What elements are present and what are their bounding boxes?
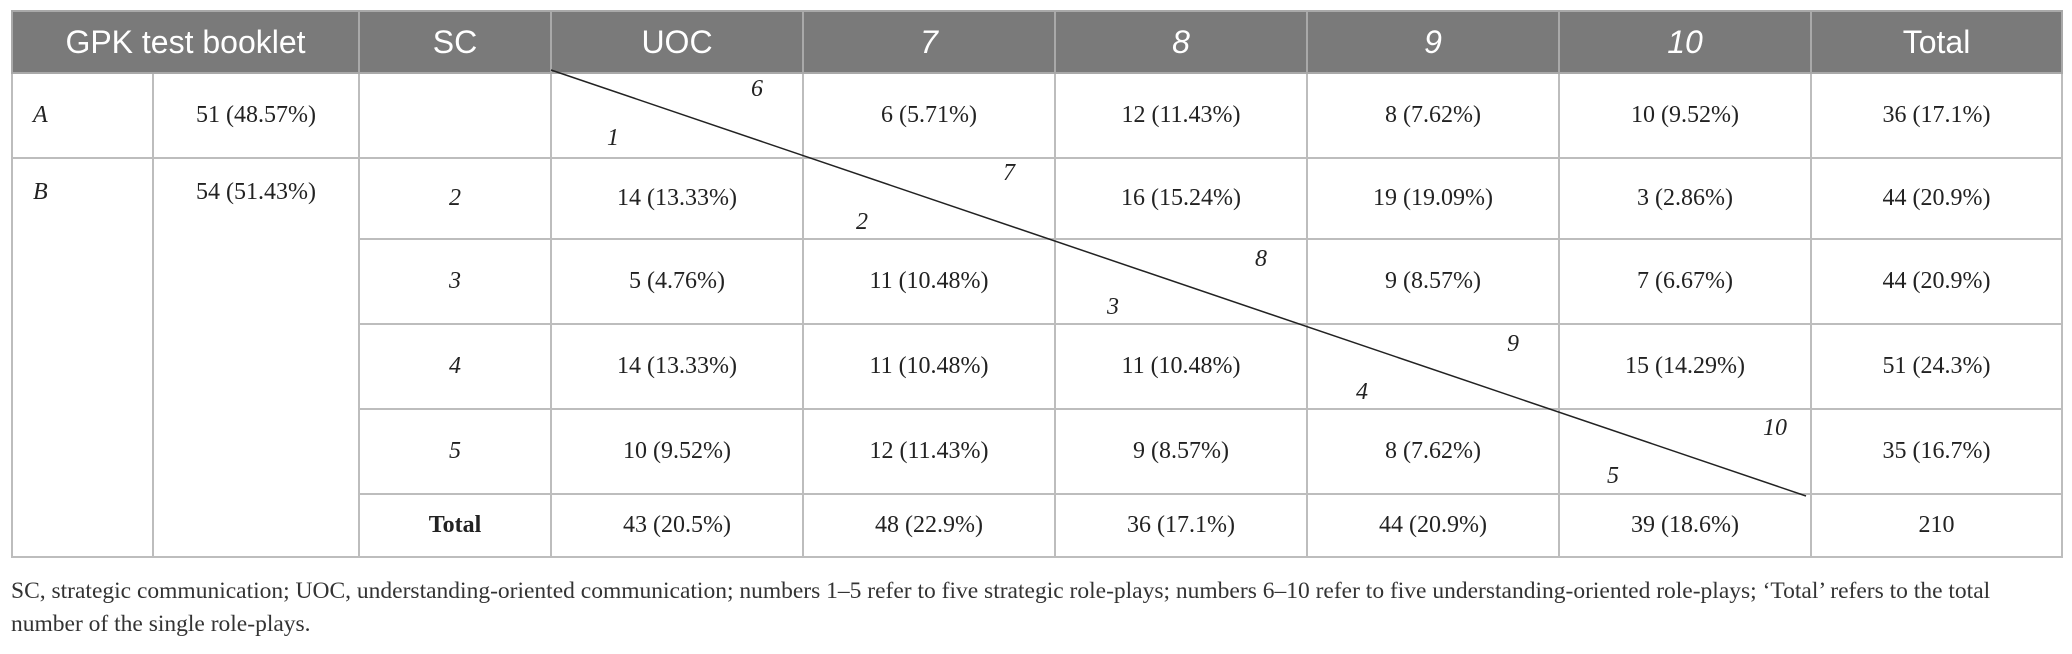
header-sc: SC [358,10,552,74]
table-row-sc-2: B 54 (51.43%) 2 14 (13.33%) 16 (15.24%) … [11,157,2063,240]
booklet-a-sc-cell [358,72,552,159]
table-row-total: Total 43 (20.5%) 48 (22.9%) 36 (17.1%) 4… [11,493,2063,558]
header-gpk-test-booklet: GPK test booklet [11,10,360,74]
table-row-sc-4: 4 14 (13.33%) 11 (10.48%) 11 (10.48%) 15… [11,323,2063,410]
booklet-a-count: 51 (48.57%) [152,72,360,159]
table-row-sc-5: 5 10 (9.52%) 12 (11.43%) 9 (8.57%) 8 (7.… [11,408,2063,495]
header-7: 7 [802,10,1056,74]
total-row-label: Total [358,493,552,558]
cell-3-9: 9 (8.57%) [1306,238,1560,325]
row-a-total: 36 (17.1%) [1810,72,2063,159]
cell-4-10: 15 (14.29%) [1558,323,1812,410]
header-10: 10 [1558,10,1812,74]
cell-a-7: 6 (5.71%) [802,72,1056,159]
grand-total: 210 [1810,493,2063,558]
cell-3-10: 7 (6.67%) [1558,238,1812,325]
header-9: 9 [1306,10,1560,74]
cell-5-uoc: 10 (9.52%) [550,408,804,495]
table-row-booklet-a: A 51 (48.57%) 6 (5.71%) 12 (11.43%) 8 (7… [11,72,2063,159]
row-4-total: 51 (24.3%) [1810,323,2063,410]
sc-label-2: 2 [358,157,552,240]
total-9: 44 (20.9%) [1306,493,1560,558]
booklet-b-count-continued [152,239,360,324]
booklet-b-count-continued [152,494,360,558]
total-8: 36 (17.1%) [1054,493,1308,558]
row-3-total: 44 (20.9%) [1810,238,2063,325]
results-table-wrapper: GPK test booklet SC UOC 7 8 9 10 Total A… [11,10,2063,558]
booklet-b-count-continued [152,409,360,494]
diagonal-cell-1-6 [550,72,804,159]
booklet-b-count: 54 (51.43%) [152,157,360,239]
cell-a-10: 10 (9.52%) [1558,72,1812,159]
cell-4-7: 11 (10.48%) [802,323,1056,410]
cell-3-7: 11 (10.48%) [802,238,1056,325]
cell-4-8: 11 (10.48%) [1054,323,1308,410]
diagonal-cell-2-7 [802,157,1056,240]
diagonal-cell-4-9 [1306,323,1560,410]
total-uoc: 43 (20.5%) [550,493,804,558]
booklet-b-continued [11,409,154,494]
sc-label-4: 4 [358,323,552,410]
cell-5-9: 8 (7.62%) [1306,408,1560,495]
cell-2-8: 16 (15.24%) [1054,157,1308,240]
sc-label-3: 3 [358,238,552,325]
header-row: GPK test booklet SC UOC 7 8 9 10 Total [11,10,2063,74]
diagonal-cell-5-10 [1558,408,1812,495]
cell-4-uoc: 14 (13.33%) [550,323,804,410]
row-2-total: 44 (20.9%) [1810,157,2063,240]
booklet-b-continued [11,324,154,409]
cell-3-uoc: 5 (4.76%) [550,238,804,325]
cell-a-8: 12 (11.43%) [1054,72,1308,159]
header-8: 8 [1054,10,1308,74]
header-total: Total [1810,10,2063,74]
total-7: 48 (22.9%) [802,493,1056,558]
header-uoc: UOC [550,10,804,74]
cell-2-9: 19 (19.09%) [1306,157,1560,240]
cell-2-10: 3 (2.86%) [1558,157,1812,240]
sc-label-5: 5 [358,408,552,495]
booklet-b-continued [11,239,154,324]
table-row-sc-3: 3 5 (4.76%) 11 (10.48%) 9 (8.57%) 7 (6.6… [11,238,2063,325]
booklet-b-count-continued [152,324,360,409]
cell-a-9: 8 (7.62%) [1306,72,1560,159]
role-play-distribution-table: GPK test booklet SC UOC 7 8 9 10 Total A… [11,10,2063,558]
cell-2-uoc: 14 (13.33%) [550,157,804,240]
row-5-total: 35 (16.7%) [1810,408,2063,495]
diagonal-cell-3-8 [1054,238,1308,325]
booklet-b-continued [11,494,154,558]
total-10: 39 (18.6%) [1558,493,1812,558]
booklet-a-label: A [11,72,154,159]
cell-5-7: 12 (11.43%) [802,408,1056,495]
table-footnote: SC, strategic communication; UOC, unders… [11,578,1991,637]
cell-5-8: 9 (8.57%) [1054,408,1308,495]
booklet-b-label: B [11,157,154,239]
